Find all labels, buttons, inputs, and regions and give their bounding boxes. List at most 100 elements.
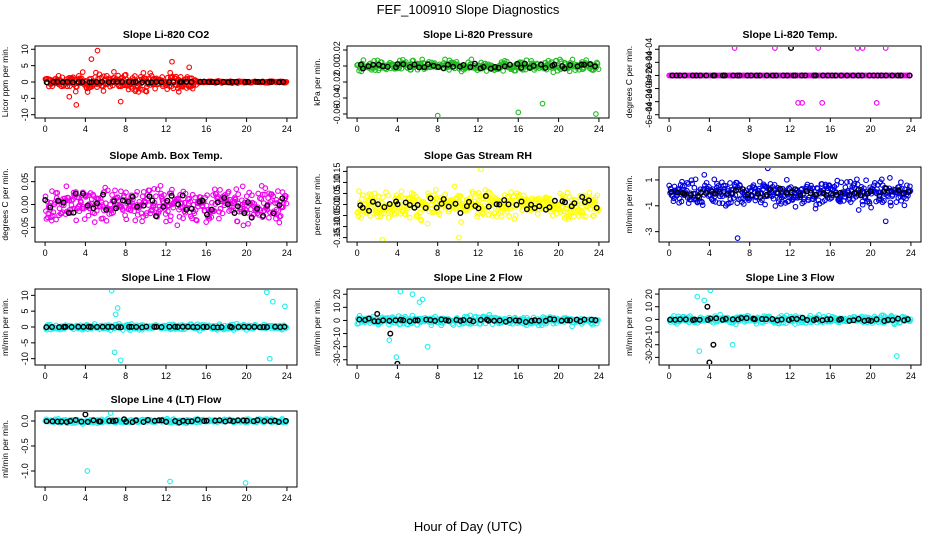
data-point: [865, 317, 872, 324]
x-tick-label: 12: [785, 248, 795, 258]
data-point: [111, 69, 117, 75]
data-point: [424, 220, 431, 227]
x-tick-label: 12: [161, 371, 171, 381]
data-point: [42, 196, 49, 203]
series-hourly-mean: [356, 310, 599, 364]
data-point: [895, 187, 902, 194]
y-tick-label: 20: [644, 289, 654, 299]
data-point: [733, 187, 740, 194]
data-point: [193, 217, 200, 224]
data-point: [696, 316, 703, 323]
data-point: [703, 190, 710, 197]
data-point: [203, 211, 210, 218]
data-point: [756, 72, 763, 79]
panel-9: Slope Line 3 Flow 0 4 8 12 16 20 24 -30-20-10 0 10…: [624, 272, 922, 381]
data-point: [169, 186, 175, 193]
x-tick-label: 12: [161, 248, 171, 258]
data-point: [816, 312, 822, 318]
data-point: [593, 111, 599, 117]
data-point: [82, 412, 89, 418]
data-point: [158, 190, 164, 197]
x-tick-label: 8: [747, 371, 752, 381]
data-point: [393, 354, 400, 360]
y-axis-label: ml/min per min.: [0, 298, 10, 356]
data-point: [685, 181, 692, 187]
data-point: [895, 315, 902, 322]
data-point: [595, 317, 602, 323]
y-tick-label: -0.05: [20, 217, 30, 238]
data-point: [402, 211, 409, 218]
data-point: [734, 72, 741, 79]
data-point: [706, 359, 713, 364]
data-point: [233, 78, 240, 85]
x-tick-label: 0: [667, 248, 672, 258]
data-point: [360, 57, 367, 63]
data-point: [394, 204, 401, 211]
data-point: [827, 316, 834, 323]
data-point: [898, 179, 904, 186]
data-point: [668, 188, 675, 195]
data-point: [678, 198, 685, 205]
data-point: [850, 72, 857, 79]
data-point: [851, 180, 858, 187]
y-tick-label: -0.04: [332, 88, 342, 109]
data-point: [769, 316, 776, 323]
data-point: [205, 78, 212, 85]
data-point: [234, 417, 241, 424]
panel-7: Slope Line 1 Flow 0 4 8 12 16 20 24 -10 -5 0 5 10 ml/…: [0, 272, 298, 381]
data-point: [231, 209, 238, 216]
data-point: [763, 316, 770, 323]
data-point: [522, 319, 529, 326]
data-point: [240, 222, 247, 229]
data-point: [514, 60, 521, 67]
data-point: [204, 192, 210, 199]
y-tick-label: -20: [332, 340, 342, 353]
data-point: [385, 214, 392, 221]
data-point: [561, 65, 568, 72]
data-point: [112, 311, 119, 318]
data-point: [389, 61, 396, 67]
x-tick-label: 16: [201, 371, 211, 381]
panel-title: Slope Li-820 Temp.: [743, 29, 838, 41]
data-point: [873, 316, 880, 323]
data-point: [588, 202, 595, 209]
panel-4: Slope Amb. Box Temp. 0 4 8 12 16 20 24 -0.05 0.00…: [0, 150, 298, 258]
data-point: [837, 198, 843, 205]
data-point: [85, 212, 92, 219]
data-point: [168, 190, 175, 197]
data-point: [380, 317, 387, 324]
data-point: [482, 192, 489, 199]
x-tick-label: 12: [161, 124, 171, 134]
data-point: [97, 418, 104, 425]
data-point: [812, 72, 819, 79]
data-point: [498, 213, 505, 219]
y-tick-label: -1.0: [20, 463, 30, 479]
data-point: [793, 316, 800, 323]
data-point: [380, 194, 386, 201]
data-point: [167, 478, 173, 485]
data-point: [406, 318, 413, 325]
data-point: [887, 175, 893, 181]
data-point: [93, 200, 100, 207]
series-all-samples: [666, 290, 914, 359]
data-point: [508, 189, 515, 195]
data-point: [54, 78, 61, 85]
data-point: [501, 197, 508, 204]
data-point: [703, 179, 710, 186]
panel-title: Slope Amb. Box Temp.: [109, 150, 222, 162]
data-point: [470, 190, 476, 197]
data-point: [898, 72, 905, 79]
data-point: [855, 315, 862, 322]
data-point: [109, 418, 116, 425]
data-point: [701, 171, 708, 178]
data-point: [505, 194, 512, 201]
x-tick-label: 20: [242, 371, 252, 381]
data-point: [813, 316, 820, 323]
data-point: [260, 191, 266, 198]
data-point: [785, 317, 792, 324]
data-point: [744, 72, 751, 79]
data-point: [546, 204, 553, 211]
data-point: [263, 290, 270, 296]
points-layer: [666, 47, 913, 106]
data-point: [242, 480, 249, 486]
